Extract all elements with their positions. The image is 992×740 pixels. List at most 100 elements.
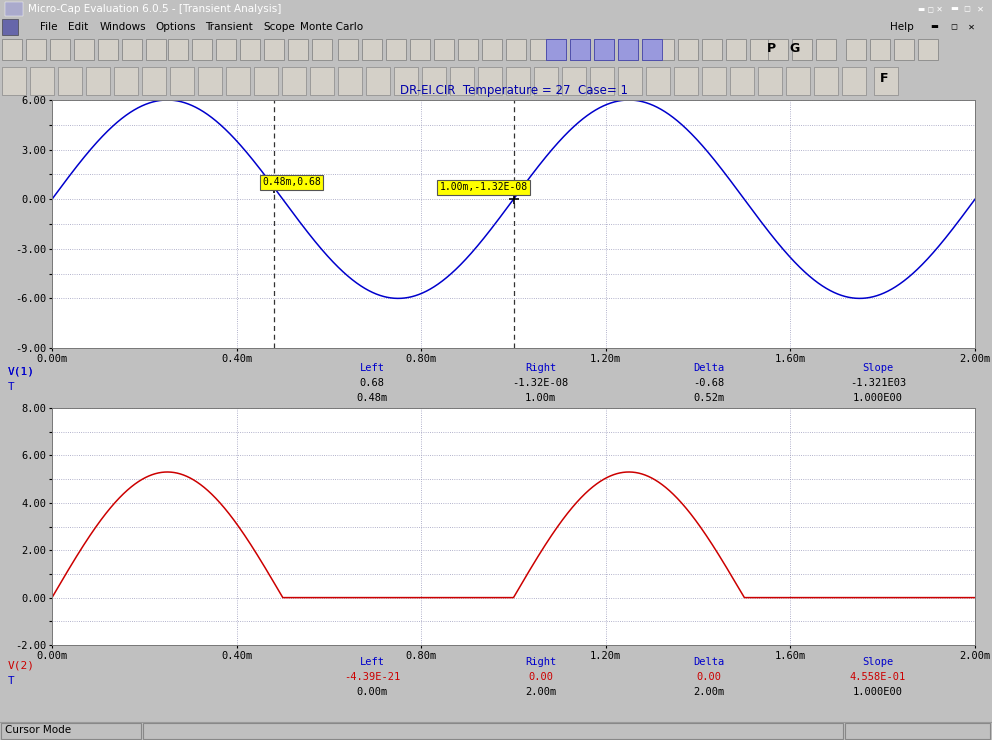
FancyBboxPatch shape — [26, 39, 46, 60]
FancyBboxPatch shape — [86, 67, 110, 95]
FancyBboxPatch shape — [98, 39, 118, 60]
FancyBboxPatch shape — [50, 39, 70, 60]
FancyBboxPatch shape — [534, 67, 558, 95]
Text: V(1): V(1) — [8, 366, 35, 376]
Bar — [5, 1, 23, 16]
Text: Transient: Transient — [205, 22, 253, 32]
FancyBboxPatch shape — [422, 67, 446, 95]
FancyBboxPatch shape — [674, 67, 698, 95]
FancyBboxPatch shape — [842, 67, 866, 95]
Text: Help: Help — [890, 22, 914, 32]
Bar — [2, 19, 18, 35]
FancyBboxPatch shape — [562, 67, 586, 95]
FancyBboxPatch shape — [768, 39, 788, 60]
FancyBboxPatch shape — [570, 39, 590, 60]
Text: ◻: ◻ — [963, 4, 970, 13]
Text: Windows: Windows — [100, 22, 147, 32]
FancyBboxPatch shape — [846, 39, 866, 60]
Text: 0.00: 0.00 — [528, 672, 554, 682]
FancyBboxPatch shape — [394, 67, 418, 95]
Text: T: T — [8, 382, 15, 392]
FancyBboxPatch shape — [792, 39, 812, 60]
FancyBboxPatch shape — [366, 67, 390, 95]
Text: ✕: ✕ — [968, 22, 975, 32]
FancyBboxPatch shape — [618, 67, 642, 95]
Text: ▬ ◻ ✕: ▬ ◻ ✕ — [918, 4, 942, 13]
FancyBboxPatch shape — [894, 39, 914, 60]
FancyBboxPatch shape — [758, 67, 782, 95]
Text: ✕: ✕ — [977, 4, 984, 13]
FancyBboxPatch shape — [338, 39, 358, 60]
Text: 0.48m: 0.48m — [356, 393, 388, 403]
FancyBboxPatch shape — [458, 39, 478, 60]
Text: Micro-Cap Evaluation 6.0.5 - [Transient Analysis]: Micro-Cap Evaluation 6.0.5 - [Transient … — [28, 4, 281, 14]
FancyBboxPatch shape — [530, 39, 550, 60]
FancyBboxPatch shape — [30, 67, 54, 95]
FancyBboxPatch shape — [282, 67, 306, 95]
FancyBboxPatch shape — [450, 67, 474, 95]
Text: 1.00m: 1.00m — [525, 393, 557, 403]
FancyBboxPatch shape — [702, 39, 722, 60]
Text: V(1): V(1) — [8, 366, 35, 376]
FancyBboxPatch shape — [786, 67, 810, 95]
FancyBboxPatch shape — [226, 67, 250, 95]
FancyBboxPatch shape — [2, 67, 26, 95]
Text: -4.39E-21: -4.39E-21 — [344, 672, 400, 682]
FancyBboxPatch shape — [168, 39, 188, 60]
FancyBboxPatch shape — [410, 39, 430, 60]
FancyBboxPatch shape — [264, 39, 284, 60]
FancyBboxPatch shape — [618, 39, 638, 60]
Text: T: T — [8, 676, 15, 686]
Text: Left: Left — [359, 363, 385, 373]
Bar — [1, 722, 141, 739]
FancyBboxPatch shape — [506, 39, 526, 60]
Text: 0.48m,0.68: 0.48m,0.68 — [262, 178, 320, 187]
Text: 0.68: 0.68 — [359, 378, 385, 388]
FancyBboxPatch shape — [216, 39, 236, 60]
Text: F: F — [880, 73, 889, 85]
FancyBboxPatch shape — [288, 39, 308, 60]
Text: 2.00m: 2.00m — [525, 687, 557, 697]
FancyBboxPatch shape — [618, 39, 638, 60]
Text: File: File — [40, 22, 58, 32]
FancyBboxPatch shape — [114, 67, 138, 95]
FancyBboxPatch shape — [594, 39, 614, 60]
FancyBboxPatch shape — [506, 67, 530, 95]
FancyBboxPatch shape — [816, 39, 836, 60]
Text: Right: Right — [525, 657, 557, 667]
Text: 0.00: 0.00 — [696, 672, 722, 682]
Text: Right: Right — [525, 363, 557, 373]
FancyBboxPatch shape — [726, 39, 746, 60]
FancyBboxPatch shape — [678, 39, 698, 60]
Text: ▬: ▬ — [950, 4, 958, 13]
FancyBboxPatch shape — [702, 67, 726, 95]
FancyBboxPatch shape — [122, 39, 142, 60]
Text: 2.00m: 2.00m — [693, 687, 725, 697]
FancyBboxPatch shape — [2, 39, 22, 60]
FancyBboxPatch shape — [482, 39, 502, 60]
FancyBboxPatch shape — [546, 39, 566, 60]
Text: Monte Carlo: Monte Carlo — [300, 22, 363, 32]
Text: 0.00m: 0.00m — [356, 687, 388, 697]
Text: -1.321E03: -1.321E03 — [850, 378, 906, 388]
FancyBboxPatch shape — [434, 39, 454, 60]
FancyBboxPatch shape — [750, 39, 770, 60]
FancyBboxPatch shape — [170, 67, 194, 95]
FancyBboxPatch shape — [240, 39, 260, 60]
FancyBboxPatch shape — [814, 67, 838, 95]
Text: 4.558E-01: 4.558E-01 — [850, 672, 906, 682]
FancyBboxPatch shape — [310, 67, 334, 95]
Text: 0.52m: 0.52m — [693, 393, 725, 403]
FancyBboxPatch shape — [478, 67, 502, 95]
Text: -1.32E-08: -1.32E-08 — [513, 378, 568, 388]
FancyBboxPatch shape — [646, 67, 670, 95]
Text: V(2): V(2) — [8, 660, 35, 670]
FancyBboxPatch shape — [386, 39, 406, 60]
Text: 1.000E00: 1.000E00 — [853, 687, 903, 697]
FancyBboxPatch shape — [192, 39, 212, 60]
FancyBboxPatch shape — [142, 67, 166, 95]
FancyBboxPatch shape — [594, 39, 614, 60]
Text: Delta: Delta — [693, 363, 725, 373]
Text: Options: Options — [155, 22, 195, 32]
FancyBboxPatch shape — [146, 39, 166, 60]
